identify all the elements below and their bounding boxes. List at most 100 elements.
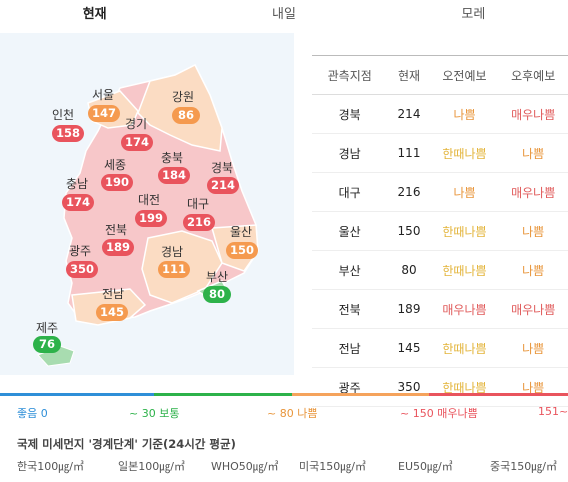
region-value-jeonnam: 145	[96, 304, 129, 321]
tab-day-after[interactable]: 모레	[461, 7, 486, 22]
standard-eu: EU50㎍/㎥	[398, 460, 453, 473]
tab-tomorrow[interactable]: 내일	[272, 7, 296, 22]
scale-bar-good	[0, 393, 154, 396]
pm-map: 서울 147 강원 86 인천 158 경기 174 세종 190 충북 184…	[0, 33, 294, 375]
standard-china: 중국150㎍/㎥	[490, 460, 557, 473]
region-name-daejeon: 대전	[138, 193, 161, 207]
current-value: 350	[387, 367, 431, 407]
am-forecast: 나쁨	[430, 94, 499, 134]
table-header-row: 관측지점 현재 오전예보 오후예보	[312, 55, 568, 95]
standard-usa: 미국150㎍/㎥	[299, 460, 366, 473]
am-forecast: 한때나쁨	[430, 250, 499, 290]
region-value-jeju: 76	[33, 336, 61, 353]
region-name-gyeongbuk: 경북	[211, 161, 234, 175]
scale-label-max: 151~	[538, 405, 568, 418]
current-value: 216	[387, 172, 431, 212]
current-value: 145	[387, 328, 431, 368]
region-name-busan: 부산	[206, 270, 229, 284]
station-name: 울산	[312, 211, 388, 251]
pm-forecast: 매우나쁨	[498, 289, 568, 329]
am-forecast: 매우나쁨	[430, 289, 499, 329]
region-value-seoul: 147	[88, 105, 121, 122]
am-forecast: 나쁨	[430, 172, 499, 212]
region-value-gwangju: 350	[66, 261, 99, 278]
scale-bar-very-bad	[429, 393, 568, 396]
region-name-incheon: 인천	[52, 108, 75, 122]
col-station: 관측지점	[312, 55, 388, 95]
region-name-gyeonggi: 경기	[125, 117, 148, 131]
pm-forecast: 매우나쁨	[498, 172, 568, 212]
current-value: 150	[387, 211, 431, 251]
scale-bar-normal	[154, 393, 292, 396]
station-name: 경북	[312, 94, 388, 134]
scale-label-very-bad: ~ 150 매우나쁨	[400, 407, 478, 420]
scale-label-good: 좋음 0	[17, 407, 48, 420]
forecast-tabs: 현재 내일 모레	[0, 0, 568, 33]
scale-bar-bad	[292, 393, 429, 396]
station-name: 광주	[312, 367, 388, 407]
region-value-incheon: 158	[52, 125, 85, 142]
table-row: 전북 189 매우나쁨 매우나쁨	[312, 289, 568, 329]
station-name: 전남	[312, 328, 388, 368]
region-name-gyeongnam: 경남	[161, 245, 184, 259]
standards-title: 국제 미세먼지 '경계단계' 기준(24시간 평균)	[17, 437, 236, 451]
station-name: 대구	[312, 172, 388, 212]
region-name-sejong: 세종	[104, 158, 127, 172]
current-value: 214	[387, 94, 431, 134]
standard-korea: 한국100㎍/㎥	[17, 460, 84, 473]
table-row: 울산 150 한때나쁨 나쁨	[312, 211, 568, 251]
current-value: 80	[387, 250, 431, 290]
station-table: 관측지점 현재 오전예보 오후예보 경북 214 나쁨 매우나쁨 경남 111 한때나쁨 나쁨…	[312, 55, 568, 407]
region-value-jeonbuk: 189	[102, 239, 135, 256]
table-row: 대구 216 나쁨 매우나쁨	[312, 172, 568, 212]
region-name-jeonnam: 전남	[102, 287, 125, 301]
pm-forecast: 나쁨	[498, 211, 568, 251]
region-value-gyeongnam: 111	[158, 261, 191, 278]
pm-scale: 좋음 0 ~ 30 보통 ~ 80 나쁨 ~ 150 매우나쁨 151~	[0, 393, 568, 423]
region-value-gyeonggi: 174	[121, 134, 154, 151]
region-name-gwangju: 광주	[69, 244, 92, 258]
region-name-gangwon: 강원	[172, 90, 195, 104]
region-name-jeju: 제주	[36, 321, 59, 335]
region-name-jeonbuk: 전북	[105, 223, 128, 237]
region-value-gyeongbuk: 214	[207, 177, 240, 194]
am-forecast: 한때나쁨	[430, 211, 499, 251]
region-value-sejong: 190	[101, 174, 134, 191]
region-name-chungbuk: 충북	[161, 151, 184, 165]
table-row: 전남 145 한때나쁨 나쁨	[312, 328, 568, 368]
tab-now[interactable]: 현재	[82, 7, 107, 22]
scale-label-bad: ~ 80 나쁨	[267, 407, 318, 420]
table-row: 광주 350 한때나쁨 나쁨	[312, 367, 568, 407]
col-am-forecast: 오전예보	[430, 55, 499, 95]
pm-forecast: 나쁨	[498, 133, 568, 173]
pm-forecast: 매우나쁨	[498, 94, 568, 134]
region-name-chungnam: 충남	[66, 177, 89, 191]
table-row: 경북 214 나쁨 매우나쁨	[312, 94, 568, 134]
standard-japan: 일본100㎍/㎥	[118, 460, 185, 473]
station-name: 경남	[312, 133, 388, 173]
region-value-chungbuk: 184	[158, 167, 191, 184]
scale-label-normal: ~ 30 보통	[129, 407, 180, 420]
am-forecast: 한때나쁨	[430, 328, 499, 368]
pm-forecast: 나쁨	[498, 328, 568, 368]
station-name: 부산	[312, 250, 388, 290]
station-name: 전북	[312, 289, 388, 329]
current-value: 189	[387, 289, 431, 329]
region-name-seoul: 서울	[92, 88, 115, 102]
am-forecast: 한때나쁨	[430, 133, 499, 173]
current-value: 111	[387, 133, 431, 173]
region-value-busan: 80	[203, 286, 231, 303]
region-name-ulsan: 울산	[230, 225, 253, 239]
region-value-daejeon: 199	[135, 210, 168, 227]
region-name-daegu: 대구	[187, 197, 210, 211]
pm-forecast: 나쁨	[498, 250, 568, 290]
table-body: 경북 214 나쁨 매우나쁨 경남 111 한때나쁨 나쁨 대구 216 나쁨 매우나쁨 울산 150 한때…	[312, 94, 568, 407]
col-pm-forecast: 오후예보	[498, 55, 568, 95]
table-row: 부산 80 한때나쁨 나쁨	[312, 250, 568, 290]
standard-who: WHO50㎍/㎥	[211, 460, 279, 473]
am-forecast: 한때나쁨	[430, 367, 499, 407]
region-value-gangwon: 86	[172, 107, 200, 124]
table-row: 경남 111 한때나쁨 나쁨	[312, 133, 568, 173]
pm-forecast: 나쁨	[498, 367, 568, 407]
col-current: 현재	[387, 55, 431, 95]
